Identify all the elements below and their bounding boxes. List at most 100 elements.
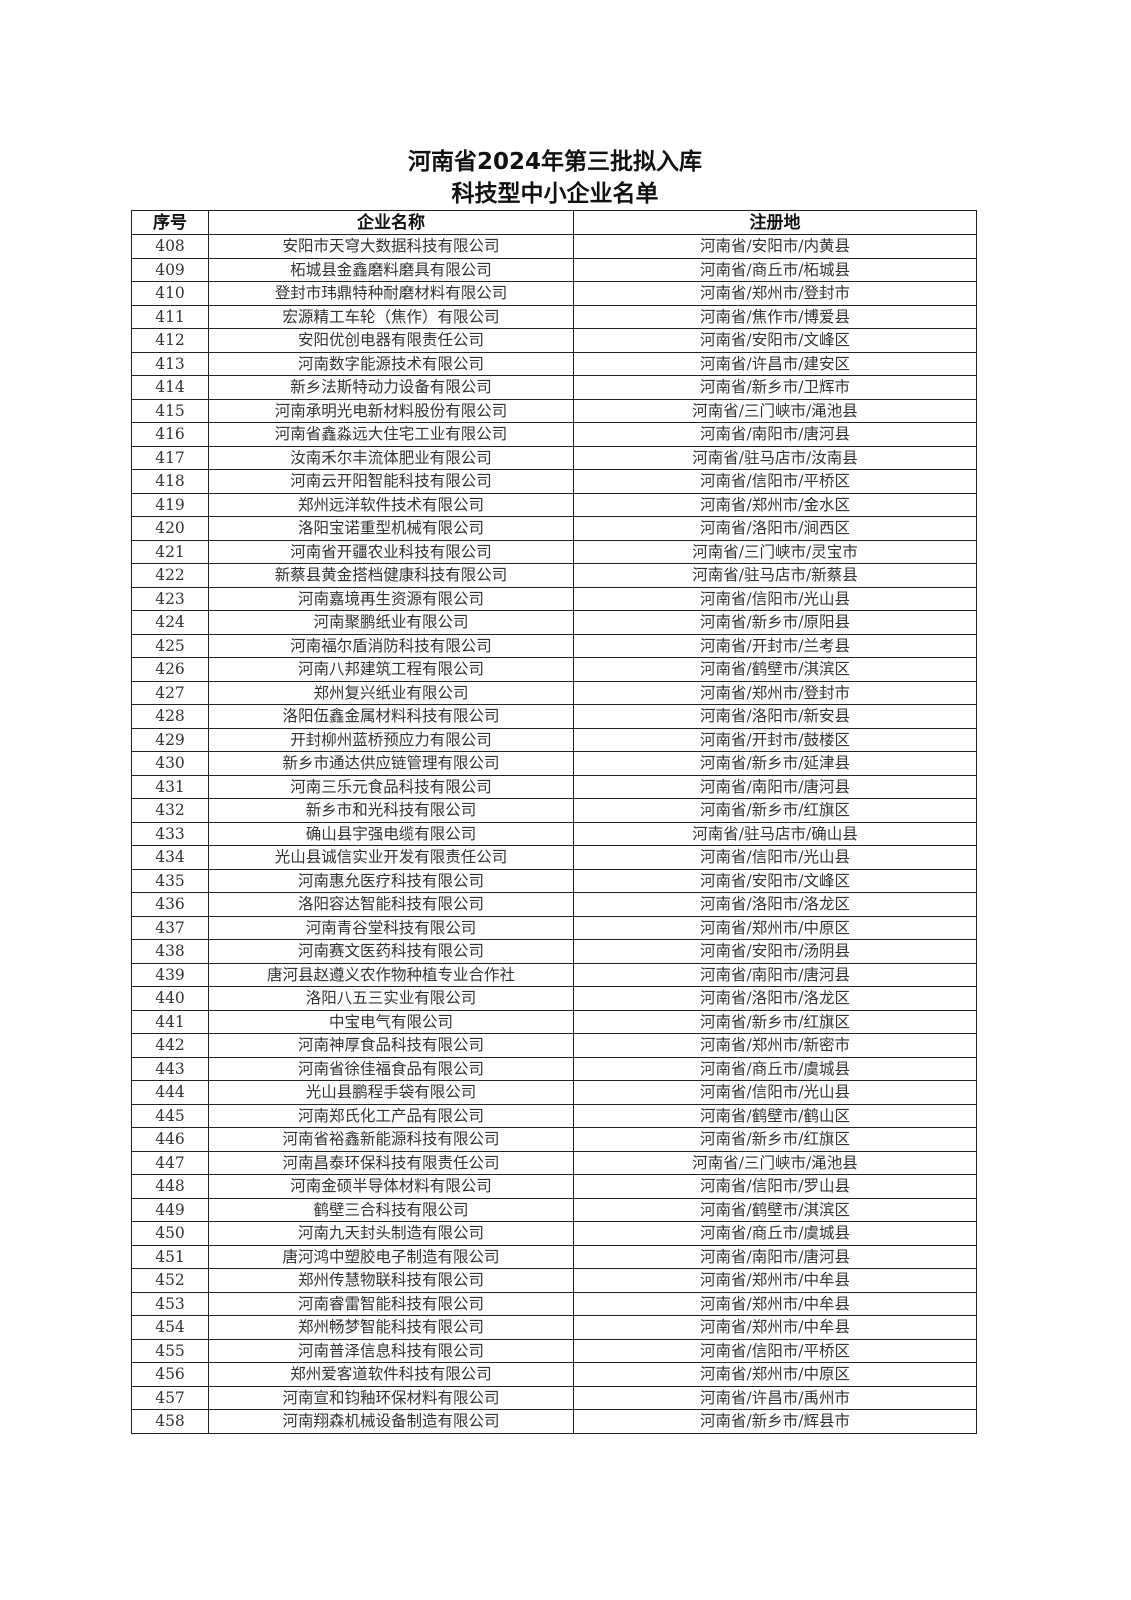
registered-location-cell: 河南省/信阳市/光山县 (573, 1080, 977, 1105)
company-name-cell: 河南省开疆农业科技有限公司 (208, 539, 574, 564)
serial-number-cell: 425 (131, 633, 209, 658)
serial-number-cell: 431 (131, 774, 209, 799)
company-name-cell: 新乡市通达供应链管理有限公司 (208, 751, 574, 776)
serial-number-cell: 410 (131, 281, 209, 306)
registered-location-cell: 河南省/安阳市/内黄县 (573, 234, 977, 259)
serial-number-cell: 445 (131, 1103, 209, 1128)
registered-location-cell: 河南省/南阳市/唐河县 (573, 422, 977, 447)
company-name-cell: 河南郑氏化工产品有限公司 (208, 1103, 574, 1128)
registered-location-cell: 河南省/洛阳市/新安县 (573, 704, 977, 729)
serial-number-cell: 437 (131, 915, 209, 940)
company-name-cell: 河南省徐佳福食品有限公司 (208, 1056, 574, 1081)
company-name-cell: 确山县宇强电缆有限公司 (208, 821, 574, 846)
registered-location-cell: 河南省/新乡市/红旗区 (573, 798, 977, 823)
company-name-cell: 郑州复兴纸业有限公司 (208, 680, 574, 705)
company-name-cell: 安阳市天穹大数据科技有限公司 (208, 234, 574, 259)
serial-number-cell: 442 (131, 1033, 209, 1058)
serial-number-cell: 446 (131, 1127, 209, 1152)
company-name-cell: 河南睿雷智能科技有限公司 (208, 1291, 574, 1316)
registered-location-cell: 河南省/信阳市/光山县 (573, 845, 977, 870)
registered-location-cell: 河南省/郑州市/中牟县 (573, 1268, 977, 1293)
table-row: 412 安阳优创电器有限责任公司 河南省/安阳市/文峰区 (131, 328, 977, 353)
registered-location-cell: 河南省/驻马店市/确山县 (573, 821, 977, 846)
company-name-cell: 鹤壁三合科技有限公司 (208, 1197, 574, 1222)
registered-location-cell: 河南省/鹤壁市/淇滨区 (573, 1197, 977, 1222)
registered-location-cell: 河南省/安阳市/汤阴县 (573, 939, 977, 964)
registered-location-cell: 河南省/郑州市/新密市 (573, 1033, 977, 1058)
serial-number-cell: 458 (131, 1409, 209, 1434)
document-title-line-1: 河南省2024年第三批拟入库 (407, 149, 702, 175)
company-name-cell: 河南青谷堂科技有限公司 (208, 915, 574, 940)
registered-location-cell: 河南省/许昌市/建安区 (573, 351, 977, 376)
table-row: 422 新蔡县黄金搭档健康科技有限公司 河南省/驻马店市/新蔡县 (131, 563, 977, 588)
serial-number-cell: 454 (131, 1315, 209, 1340)
table-row: 457 河南宣和钧釉环保材料有限公司 河南省/许昌市/禹州市 (131, 1385, 977, 1410)
company-name-cell: 郑州传慧物联科技有限公司 (208, 1268, 574, 1293)
serial-number-cell: 432 (131, 798, 209, 823)
registered-location-cell: 河南省/郑州市/登封市 (573, 680, 977, 705)
table-row: 441 中宝电气有限公司 河南省/新乡市/红旗区 (131, 1009, 977, 1034)
company-name-cell: 洛阳八五三实业有限公司 (208, 986, 574, 1011)
table-row: 453 河南睿雷智能科技有限公司 河南省/郑州市/中牟县 (131, 1291, 977, 1316)
serial-number-cell: 430 (131, 751, 209, 776)
registered-location-cell: 河南省/郑州市/中牟县 (573, 1291, 977, 1316)
registered-location-cell: 河南省/郑州市/中牟县 (573, 1315, 977, 1340)
table-row: 414 新乡法斯特动力设备有限公司 河南省/新乡市/卫辉市 (131, 375, 977, 400)
serial-number-cell: 451 (131, 1244, 209, 1269)
serial-number-cell: 412 (131, 328, 209, 353)
serial-number-cell: 411 (131, 304, 209, 329)
table-row: 448 河南金硕半导体材料有限公司 河南省/信阳市/罗山县 (131, 1174, 977, 1199)
table-row: 435 河南惠允医疗科技有限公司 河南省/安阳市/文峰区 (131, 868, 977, 893)
serial-number-cell: 453 (131, 1291, 209, 1316)
table-row: 456 郑州爱客道软件科技有限公司 河南省/郑州市/中原区 (131, 1362, 977, 1387)
company-name-cell: 汝南禾尔丰流体肥业有限公司 (208, 445, 574, 470)
serial-number-cell: 419 (131, 492, 209, 517)
table-row: 421 河南省开疆农业科技有限公司 河南省/三门峡市/灵宝市 (131, 539, 977, 564)
registered-location-cell: 河南省/商丘市/虞城县 (573, 1056, 977, 1081)
registered-location-cell: 河南省/鹤壁市/鹤山区 (573, 1103, 977, 1128)
table-row: 438 河南赛文医药科技有限公司 河南省/安阳市/汤阴县 (131, 939, 977, 964)
table-row: 430 新乡市通达供应链管理有限公司 河南省/新乡市/延津县 (131, 751, 977, 776)
company-name-cell: 安阳优创电器有限责任公司 (208, 328, 574, 353)
table-row: 423 河南嘉境再生资源有限公司 河南省/信阳市/光山县 (131, 586, 977, 611)
company-name-cell: 河南金硕半导体材料有限公司 (208, 1174, 574, 1199)
table-row: 437 河南青谷堂科技有限公司 河南省/郑州市/中原区 (131, 915, 977, 940)
serial-number-cell: 439 (131, 962, 209, 987)
registered-location-cell: 河南省/许昌市/禹州市 (573, 1385, 977, 1410)
company-name-cell: 河南翔森机械设备制造有限公司 (208, 1409, 574, 1434)
header-company-name: 企业名称 (208, 210, 574, 235)
table-row: 415 河南承明光电新材料股份有限公司 河南省/三门峡市/渑池县 (131, 398, 977, 423)
company-name-cell: 新乡市和光科技有限公司 (208, 798, 574, 823)
company-name-cell: 河南昌泰环保科技有限责任公司 (208, 1150, 574, 1175)
serial-number-cell: 413 (131, 351, 209, 376)
registered-location-cell: 河南省/新乡市/红旗区 (573, 1127, 977, 1152)
serial-number-cell: 409 (131, 257, 209, 282)
registered-location-cell: 河南省/三门峡市/渑池县 (573, 1150, 977, 1175)
registered-location-cell: 河南省/洛阳市/洛龙区 (573, 892, 977, 917)
company-name-cell: 河南省裕鑫新能源科技有限公司 (208, 1127, 574, 1152)
company-name-cell: 中宝电气有限公司 (208, 1009, 574, 1034)
registered-location-cell: 河南省/洛阳市/涧西区 (573, 516, 977, 541)
serial-number-cell: 415 (131, 398, 209, 423)
registered-location-cell: 河南省/郑州市/金水区 (573, 492, 977, 517)
registered-location-cell: 河南省/安阳市/文峰区 (573, 868, 977, 893)
serial-number-cell: 426 (131, 657, 209, 682)
table-row: 418 河南云开阳智能科技有限公司 河南省/信阳市/平桥区 (131, 469, 977, 494)
registered-location-cell: 河南省/新乡市/卫辉市 (573, 375, 977, 400)
serial-number-cell: 423 (131, 586, 209, 611)
registered-location-cell: 河南省/南阳市/唐河县 (573, 774, 977, 799)
table-header-row: 序号 企业名称 注册地 (131, 210, 977, 235)
serial-number-cell: 429 (131, 727, 209, 752)
serial-number-cell: 434 (131, 845, 209, 870)
header-serial-number: 序号 (131, 210, 209, 235)
table-row: 449 鹤壁三合科技有限公司 河南省/鹤壁市/淇滨区 (131, 1197, 977, 1222)
registered-location-cell: 河南省/郑州市/中原区 (573, 915, 977, 940)
table-row: 436 洛阳容达智能科技有限公司 河南省/洛阳市/洛龙区 (131, 892, 977, 917)
registered-location-cell: 河南省/三门峡市/灵宝市 (573, 539, 977, 564)
registered-location-cell: 河南省/商丘市/虞城县 (573, 1221, 977, 1246)
company-name-cell: 河南云开阳智能科技有限公司 (208, 469, 574, 494)
table-row: 444 光山县鹏程手袋有限公司 河南省/信阳市/光山县 (131, 1080, 977, 1105)
registered-location-cell: 河南省/信阳市/罗山县 (573, 1174, 977, 1199)
company-name-cell: 宏源精工车轮（焦作）有限公司 (208, 304, 574, 329)
table-row: 445 河南郑氏化工产品有限公司 河南省/鹤壁市/鹤山区 (131, 1103, 977, 1128)
